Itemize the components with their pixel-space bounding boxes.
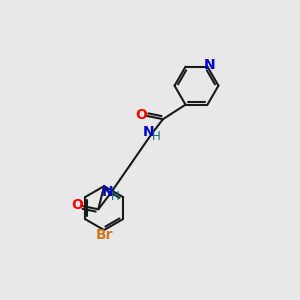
Text: N: N	[143, 125, 154, 139]
Text: H: H	[152, 130, 161, 143]
Text: N: N	[204, 58, 216, 72]
Text: N: N	[101, 185, 113, 200]
Text: O: O	[136, 107, 147, 122]
Text: Br: Br	[95, 228, 113, 242]
Text: O: O	[71, 198, 83, 212]
Text: H: H	[111, 190, 119, 203]
